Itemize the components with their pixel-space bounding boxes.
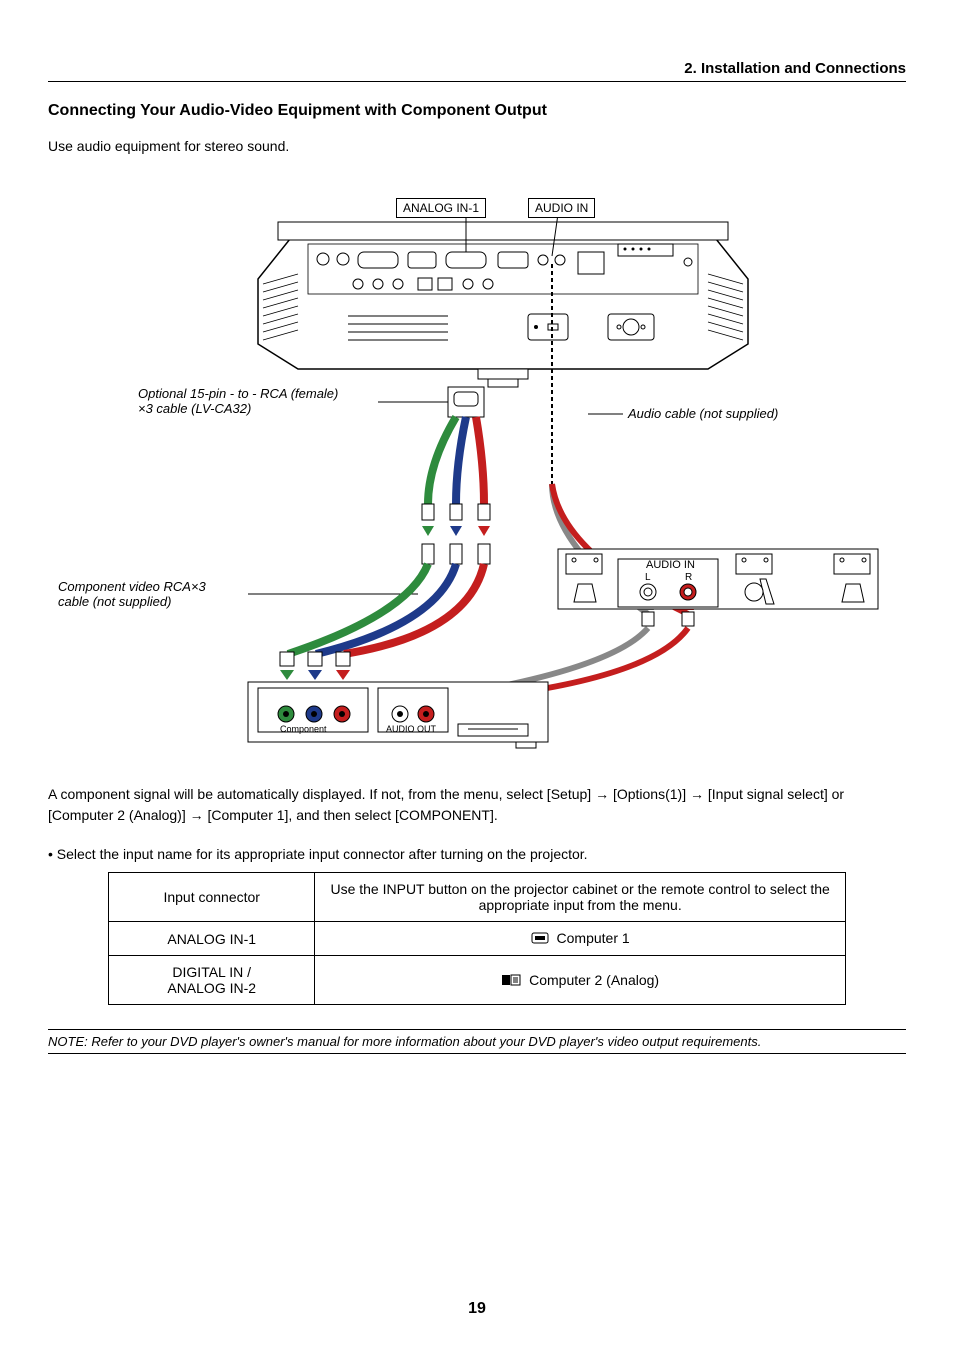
amp-l-label: L — [645, 572, 651, 583]
intro-text: Use audio equipment for stereo sound. — [48, 138, 906, 154]
diagram-svg — [48, 184, 908, 754]
computer2-label: Computer 2 (Analog) — [529, 972, 659, 988]
y-label: Y — [281, 690, 288, 701]
cb-label: Cb — [306, 690, 319, 701]
table-row: ANALOG IN-1 — [109, 922, 315, 956]
component-label: Component — [280, 724, 327, 734]
audio-cable-callout: Audio cable (not supplied) — [628, 406, 778, 421]
r-label: R — [422, 690, 429, 701]
page-title: Connecting Your Audio-Video Equipment wi… — [48, 102, 906, 120]
table-row: DIGITAL IN / ANALOG IN-2 — [109, 956, 315, 1005]
audio-out-label: AUDIO OUT — [386, 724, 436, 734]
component-cable-callout-line2: cable (not supplied) — [58, 594, 206, 609]
connection-diagram: ANALOG IN-1 AUDIO IN Optional 15-pin - t… — [48, 184, 906, 754]
page-number: 19 — [0, 1300, 954, 1318]
amp-r-label: R — [685, 572, 692, 583]
note-text: NOTE: Refer to your DVD player's owner's… — [48, 1029, 906, 1054]
optional-cable-callout-line1: Optional 15-pin - to - RCA (female) — [138, 386, 338, 401]
component-cable-callout-line1: Component video RCA×3 — [58, 579, 206, 594]
table-header-left: Input connector — [109, 873, 315, 922]
input-connector-table: Input connector Use the INPUT button on … — [108, 872, 846, 1005]
section-header: 2. Installation and Connections — [48, 60, 906, 77]
table-header-right: Use the INPUT button on the projector ca… — [315, 873, 846, 922]
computer1-label: Computer 1 — [557, 930, 630, 946]
port-label-analog-in-1: ANALOG IN-1 — [396, 198, 486, 218]
cr-label: Cr — [336, 690, 347, 701]
amp-audio-in-label: AUDIO IN — [646, 559, 695, 571]
computer2-icon — [501, 973, 521, 989]
l-label: L — [397, 690, 403, 701]
table-row: Computer 2 (Analog) — [315, 956, 846, 1005]
bullet-text: • Select the input name for its appropri… — [48, 846, 906, 862]
computer1-icon — [531, 931, 549, 947]
port-label-audio-in: AUDIO IN — [528, 198, 595, 218]
optional-cable-callout-line2: ×3 cable (LV-CA32) — [138, 401, 338, 416]
table-row: Computer 1 — [315, 922, 846, 956]
body-paragraph: A component signal will be automatically… — [48, 784, 906, 826]
